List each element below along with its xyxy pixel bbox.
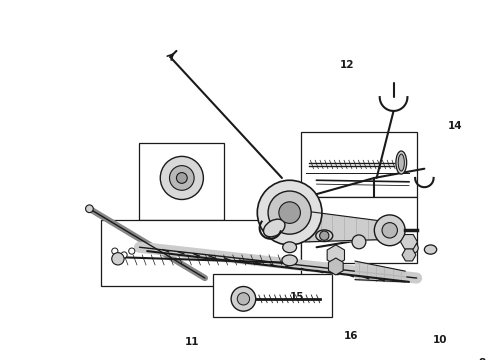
Text: 15: 15 bbox=[290, 292, 305, 302]
Text: 16: 16 bbox=[344, 331, 359, 341]
Bar bbox=[301, 197, 416, 263]
Bar bbox=[140, 143, 224, 220]
Circle shape bbox=[231, 287, 256, 311]
Ellipse shape bbox=[316, 230, 333, 242]
Circle shape bbox=[279, 202, 300, 223]
Circle shape bbox=[121, 252, 127, 258]
Ellipse shape bbox=[446, 217, 454, 223]
Circle shape bbox=[352, 235, 366, 249]
Circle shape bbox=[112, 248, 118, 254]
Circle shape bbox=[382, 222, 397, 238]
Bar bbox=[101, 220, 301, 286]
Ellipse shape bbox=[424, 245, 437, 254]
Ellipse shape bbox=[396, 151, 407, 174]
Circle shape bbox=[86, 205, 93, 213]
Text: 8: 8 bbox=[479, 358, 486, 360]
Circle shape bbox=[129, 248, 135, 254]
Circle shape bbox=[112, 253, 124, 265]
Ellipse shape bbox=[282, 255, 297, 266]
Circle shape bbox=[408, 243, 418, 253]
Bar bbox=[301, 132, 416, 197]
Ellipse shape bbox=[264, 219, 285, 237]
Bar bbox=[213, 274, 332, 316]
Circle shape bbox=[170, 166, 194, 190]
Text: 14: 14 bbox=[448, 121, 463, 131]
Circle shape bbox=[319, 231, 329, 240]
Circle shape bbox=[176, 172, 187, 183]
Ellipse shape bbox=[398, 154, 404, 171]
Circle shape bbox=[237, 293, 249, 305]
Ellipse shape bbox=[283, 242, 296, 253]
Text: 12: 12 bbox=[340, 60, 355, 70]
Circle shape bbox=[160, 156, 203, 199]
Circle shape bbox=[268, 191, 311, 234]
Text: 11: 11 bbox=[185, 337, 199, 347]
Circle shape bbox=[257, 180, 322, 245]
Circle shape bbox=[374, 215, 405, 246]
Text: 10: 10 bbox=[433, 335, 447, 345]
